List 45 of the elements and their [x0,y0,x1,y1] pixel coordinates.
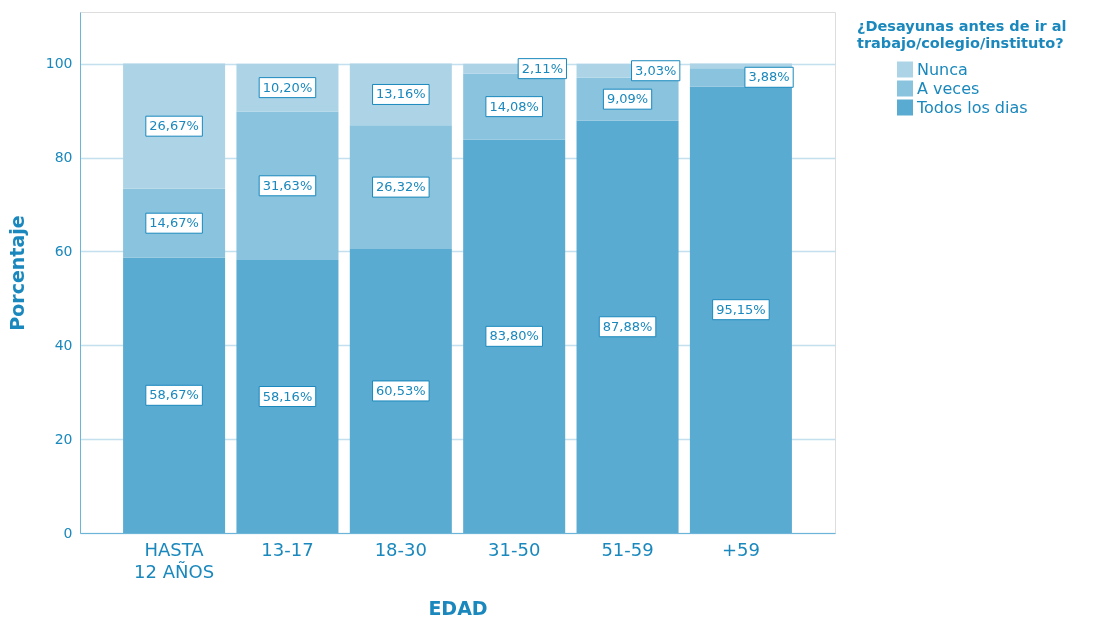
x-tick-label: 13-17 [261,538,314,560]
bar [349,125,452,249]
data-label: 9,09% [606,91,649,107]
bar [236,111,339,261]
x-tick-label: HASTA 12 AÑOS [134,538,215,582]
x-tick-label: 51-59 [601,538,654,560]
bar [689,63,792,69]
bar [123,63,226,189]
y-tick-label: 80 [54,149,73,165]
bar [463,139,566,533]
data-label: 3,88% [748,69,790,85]
y-tick-label: 0 [63,524,73,541]
y-tick-label: 40 [54,336,73,353]
data-label: 83,80% [489,328,539,344]
data-label: 26,32% [376,179,426,195]
x-tick-label: +59 [721,538,760,560]
y-tick-label: 20 [54,430,73,447]
legend-label: Nunca [917,59,968,79]
legend-label: A veces [917,78,980,98]
data-label: 58,16% [262,388,313,404]
x-axis-title: EDAD [428,596,488,619]
data-label: 14,08% [489,98,539,114]
data-label: 26,67% [149,118,199,134]
y-axis-title: Porcentaje [5,215,28,331]
data-label: 3,03% [635,62,677,78]
bar [576,120,679,533]
bar [123,257,226,533]
data-label: 60,53% [376,382,426,398]
data-label: 2,11% [521,60,563,76]
y-tick-label: 100 [45,55,73,72]
legend-label: Todos los dias [916,97,1028,117]
bar [689,86,792,533]
data-label: 95,15% [716,301,766,317]
data-label: 14,67% [149,215,199,231]
data-label: 31,63% [262,177,313,193]
data-label: 87,88% [602,318,653,334]
x-tick-label: 18-30 [374,538,427,560]
x-tick-label: 31-50 [488,538,541,560]
data-label: 13,16% [376,86,426,102]
y-tick-label: 60 [54,242,73,259]
legend-title: ¿Desayunas antes de ir al trabajo/colegio/instituto? [857,18,1067,51]
data-label: 58,67% [149,387,199,403]
bar [236,260,339,533]
bar [349,248,452,533]
data-label: 10,20% [262,79,313,95]
